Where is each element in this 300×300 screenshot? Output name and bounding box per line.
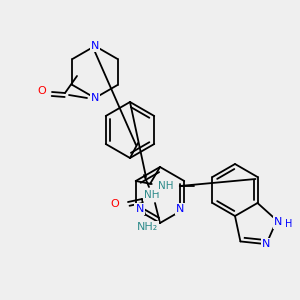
Text: N: N [274, 218, 282, 227]
Text: N: N [136, 204, 144, 214]
Text: N: N [176, 204, 184, 214]
Text: N: N [91, 41, 99, 51]
Text: NH: NH [144, 190, 160, 200]
Text: N: N [262, 239, 271, 249]
Text: H: H [285, 219, 292, 230]
Text: O: O [111, 199, 119, 209]
Text: O: O [38, 86, 46, 96]
Text: NH₂: NH₂ [136, 222, 158, 232]
Text: N: N [91, 93, 99, 103]
Text: NH: NH [158, 181, 173, 191]
